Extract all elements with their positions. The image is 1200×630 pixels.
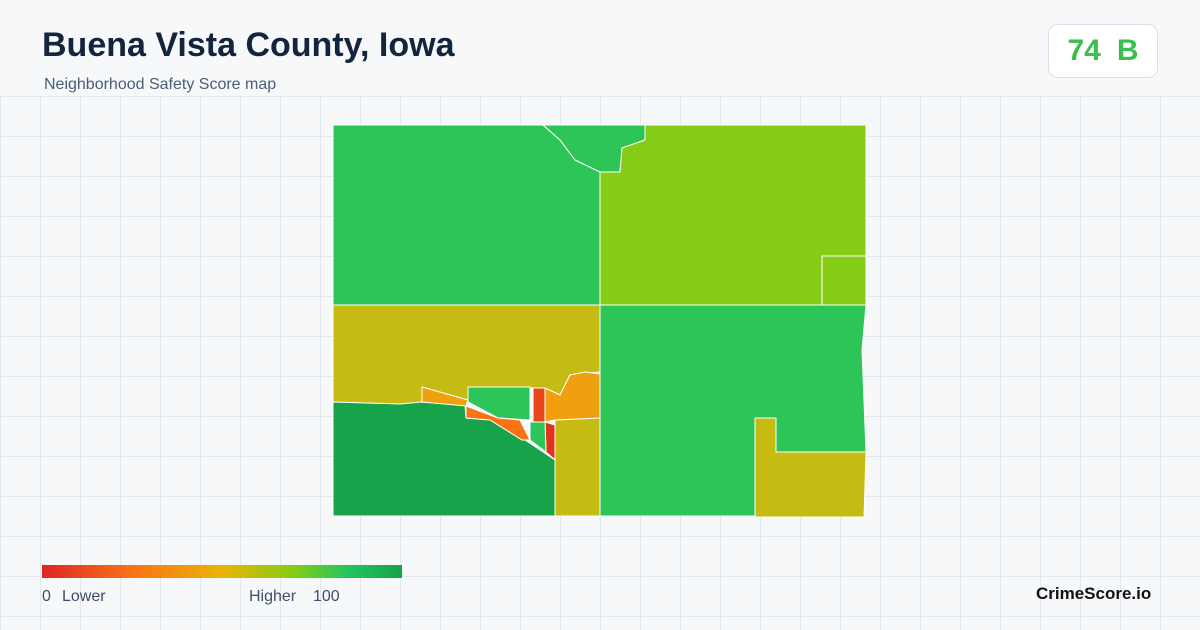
- legend-gradient: [42, 565, 402, 578]
- region: [465, 405, 531, 441]
- region: [529, 421, 547, 454]
- legend-max-label: Higher: [249, 588, 297, 605]
- title: Buena Vista County, Iowa: [42, 26, 455, 64]
- region: [821, 255, 867, 306]
- region: [554, 417, 601, 517]
- region: [532, 387, 546, 423]
- region: [332, 124, 601, 306]
- legend-min: 0: [42, 588, 51, 605]
- legend-min-label: Lower: [62, 588, 106, 605]
- region: [544, 371, 601, 423]
- region: [332, 304, 601, 405]
- region: [599, 124, 867, 306]
- score-badge: 74 B: [1048, 24, 1158, 78]
- score-grade: B: [1116, 34, 1139, 67]
- legend-max: 100: [313, 588, 340, 605]
- region: [754, 417, 867, 518]
- score-value: 74: [1067, 34, 1101, 67]
- subtitle: Neighborhood Safety Score map: [44, 76, 277, 93]
- brand: CrimeScore.io: [1036, 584, 1152, 603]
- header-background: [0, 0, 1200, 96]
